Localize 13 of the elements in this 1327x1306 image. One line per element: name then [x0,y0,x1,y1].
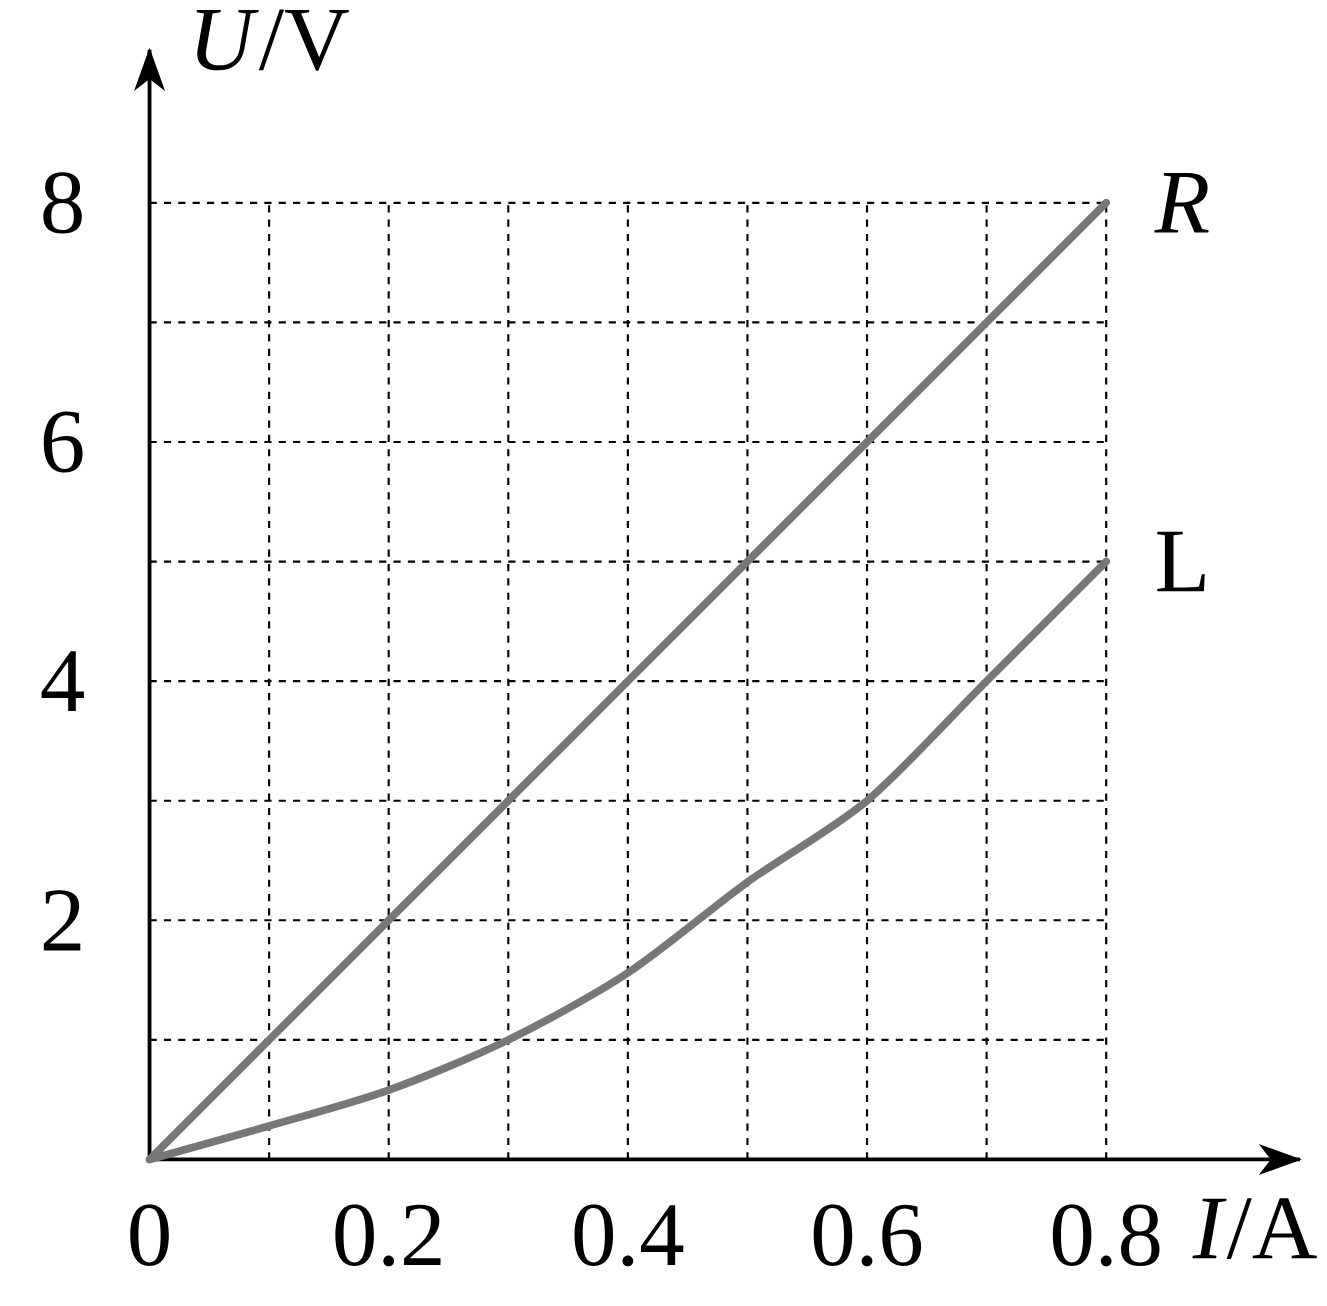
x-tick-label: 0.6 [813,1204,922,1267]
x-axis-title: I/A [1192,1198,1317,1260]
x-tick-label: 0 [130,1204,169,1266]
series-label: L [1157,531,1205,592]
y-tick-label: 6 [43,411,83,473]
x-tick-label: 0.4 [574,1204,684,1267]
series-label: R [1154,172,1209,233]
x-tick-label: 0.2 [335,1204,441,1267]
y-tick-label: 4 [41,651,84,711]
y-tick-label: 8 [43,172,82,234]
y-tick-label: 2 [43,890,81,951]
x-tick-label: 0.8 [1052,1204,1160,1267]
y-axis-title: U/V [196,9,349,71]
